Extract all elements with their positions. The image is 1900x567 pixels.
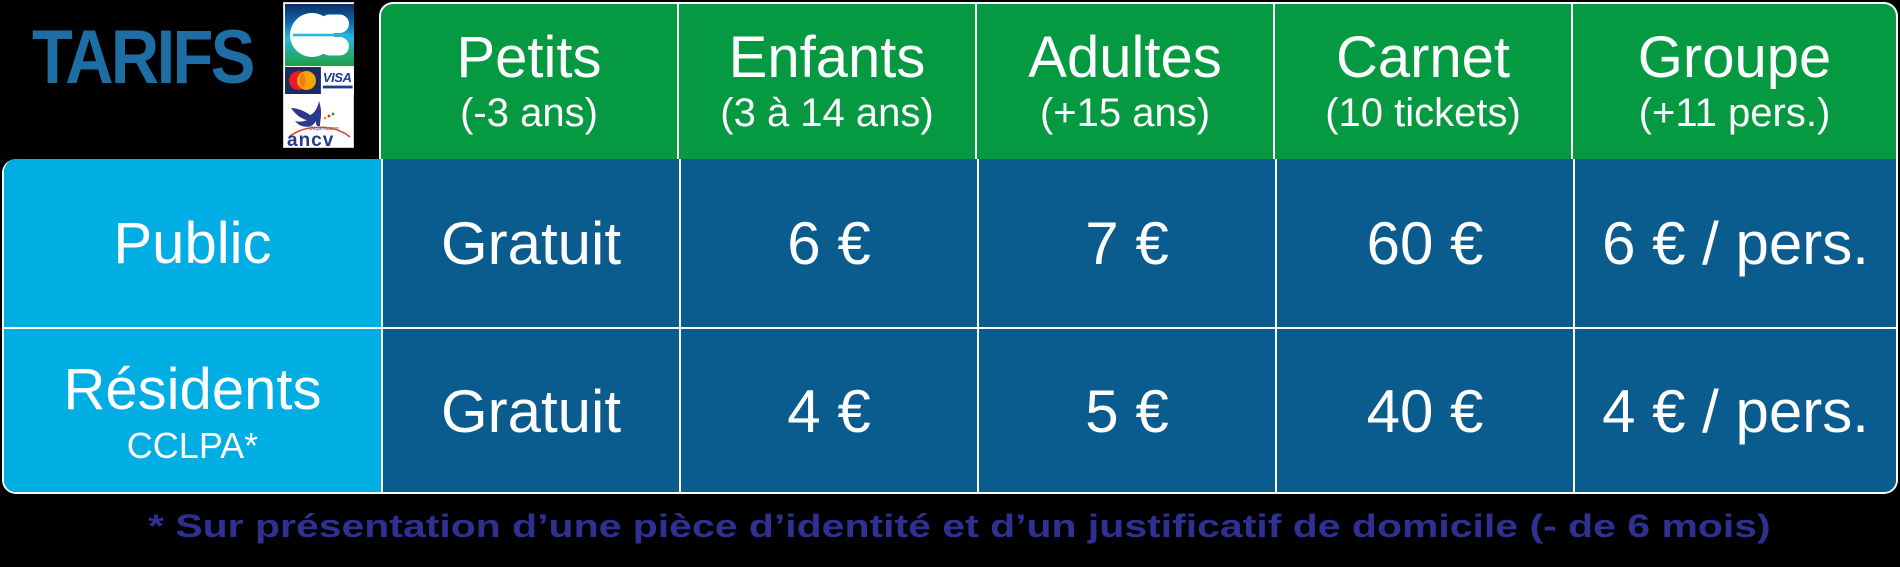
svg-text:ancv: ancv bbox=[287, 130, 334, 148]
svg-text:VISA: VISA bbox=[322, 70, 351, 85]
